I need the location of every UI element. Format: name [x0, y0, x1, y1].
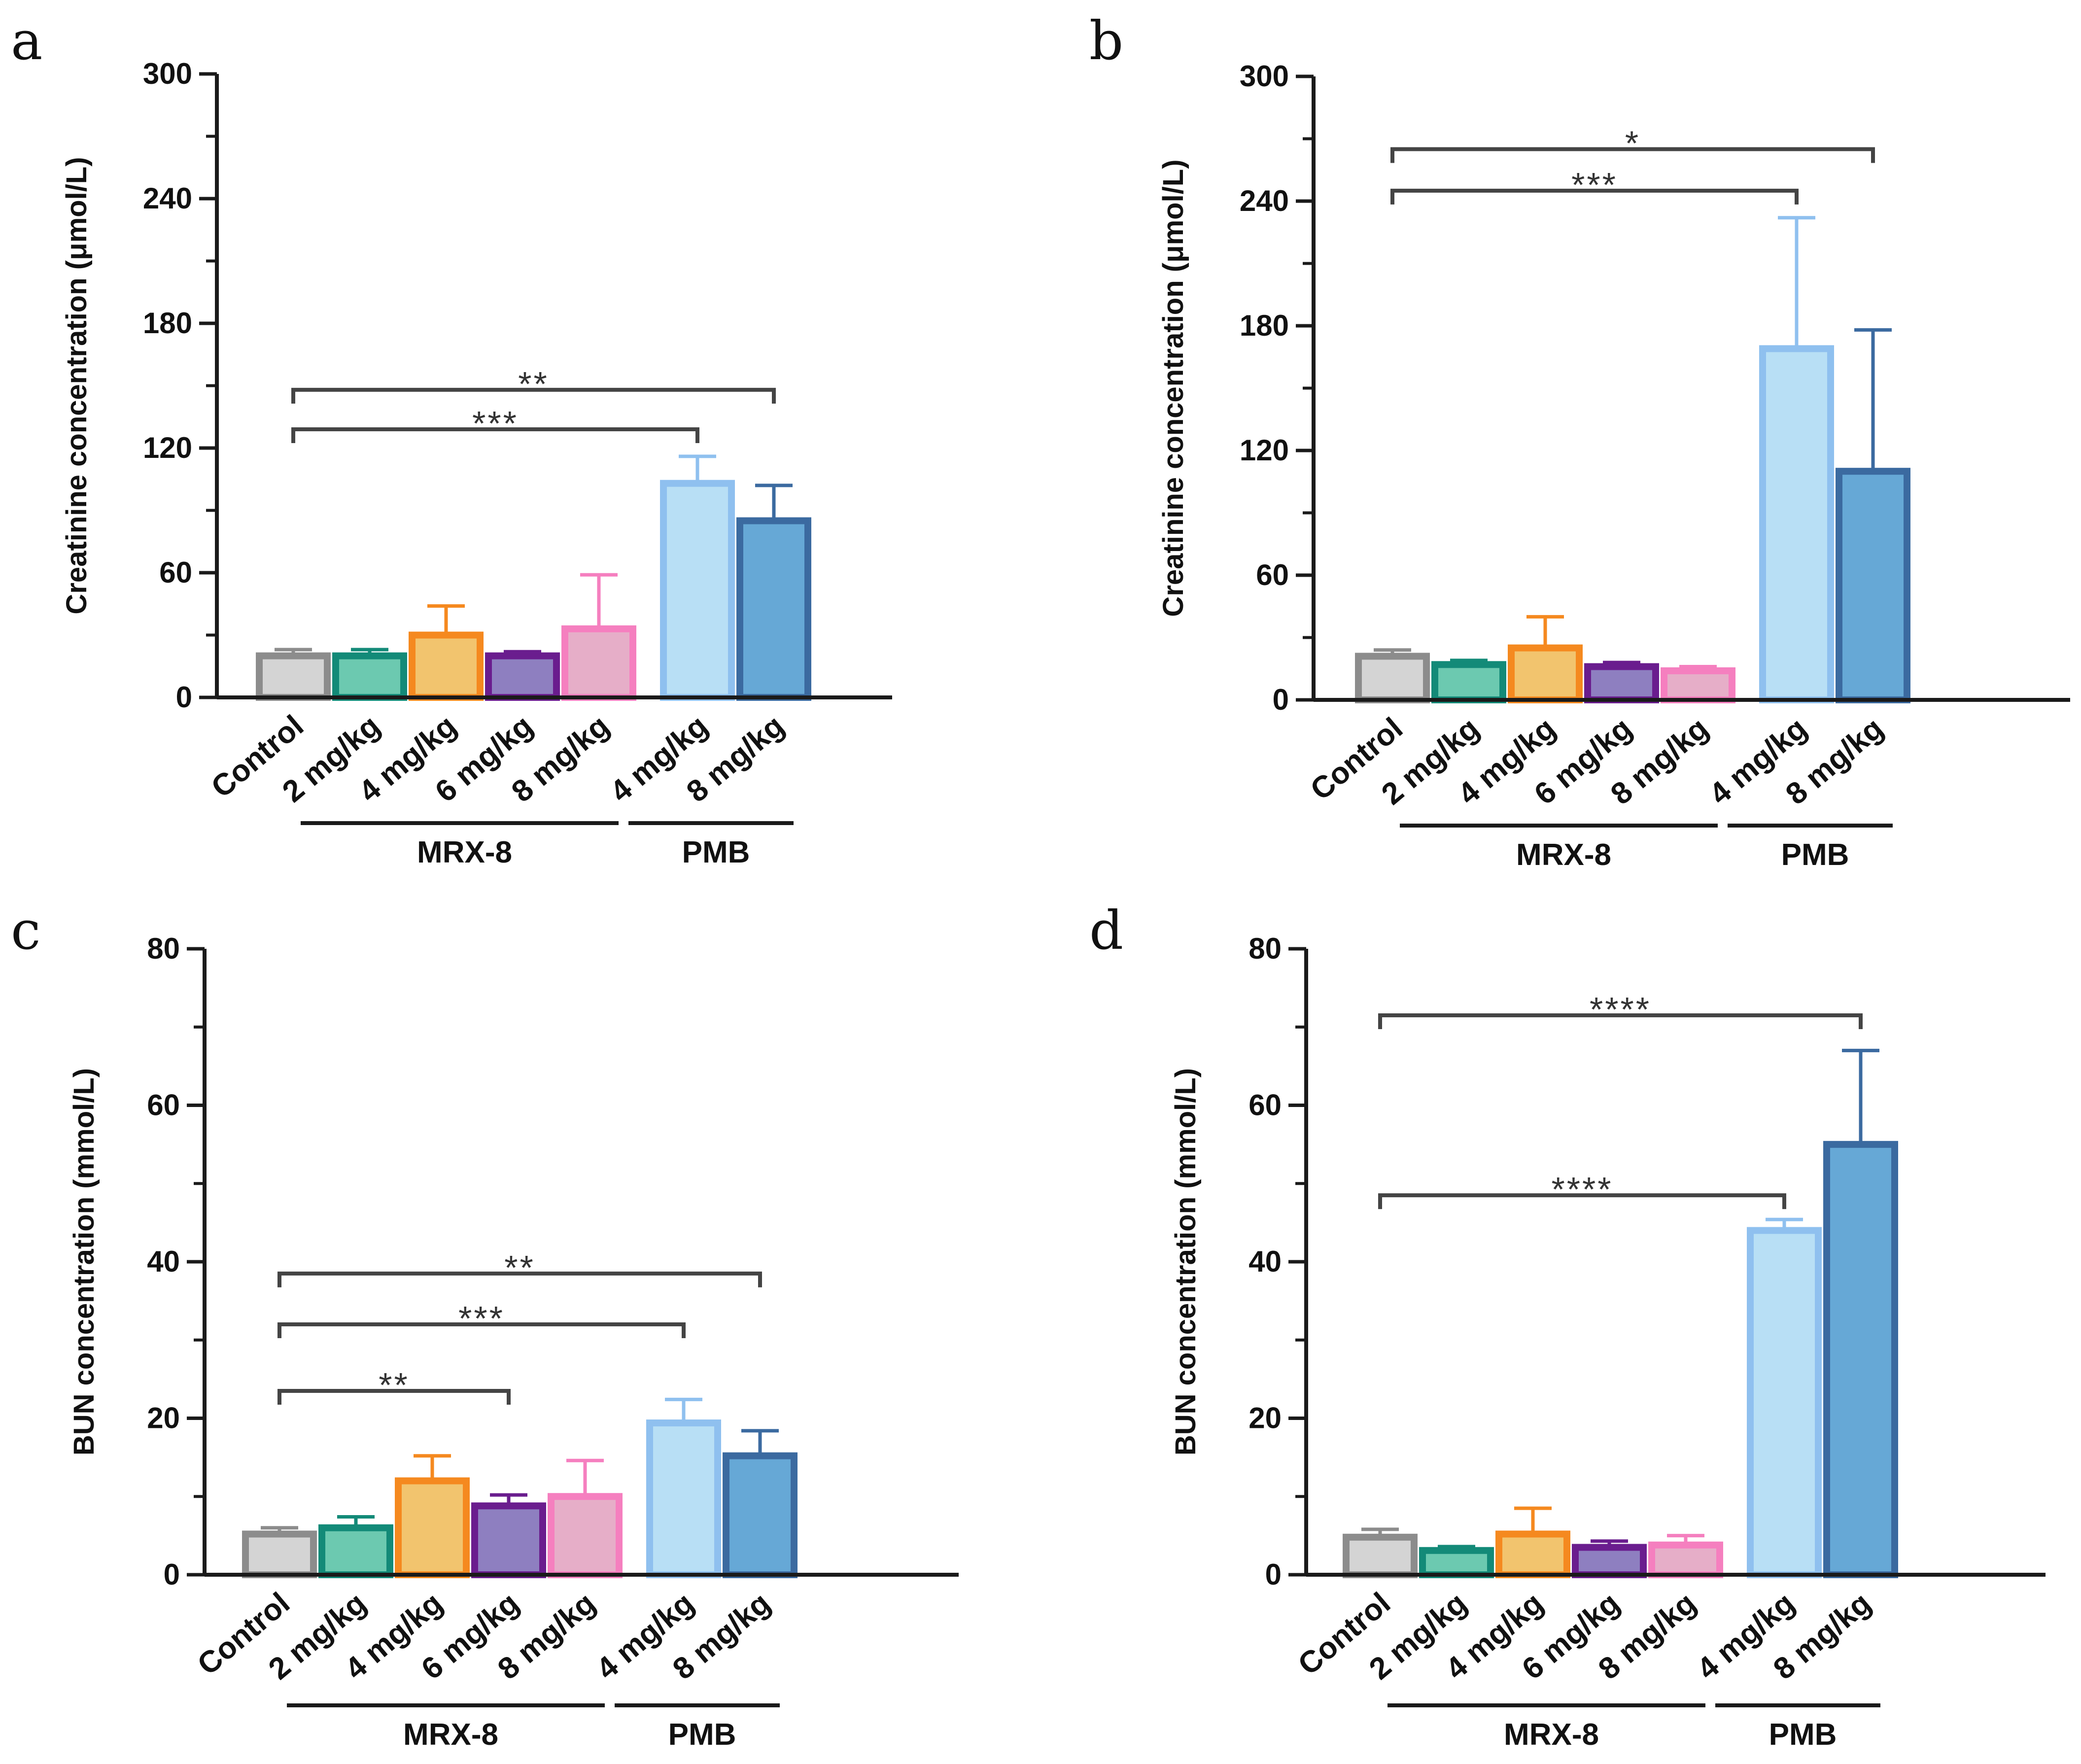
bar: [1419, 1547, 1494, 1579]
bar: [1495, 1530, 1570, 1578]
panel-letter-d: d: [1089, 900, 1123, 962]
y-tick-label: 0: [164, 1558, 180, 1591]
significance-label: ***: [472, 404, 519, 443]
bar: [1836, 468, 1910, 704]
y-axis-label: BUN concentration (mmol/L): [1170, 1068, 1202, 1455]
y-tick-label: 60: [147, 1089, 180, 1122]
bar: [332, 652, 407, 701]
significance-bracket: [1378, 1013, 1863, 1029]
panel-letter-a: a: [11, 10, 42, 72]
bar: [1343, 1533, 1418, 1579]
group-label: MRX-8: [403, 1718, 498, 1752]
significance-label: ***: [1571, 166, 1618, 204]
bar: [1431, 661, 1506, 703]
y-tick-label: 300: [1240, 60, 1289, 93]
bar: [409, 631, 484, 701]
bar: [256, 652, 331, 701]
y-tick-label: 180: [1240, 309, 1289, 342]
panel-letter-c: c: [11, 900, 41, 962]
bar: [1355, 653, 1430, 703]
bar: [1759, 345, 1834, 703]
bar: [1584, 663, 1659, 703]
bar: [1661, 667, 1735, 704]
chart-panels: 0 60 120 180 240 300 Creatinine concentration …: [61, 57, 2070, 1752]
group-label: PMB: [668, 1718, 736, 1752]
y-tick-label: 240: [1240, 184, 1289, 217]
bar: [646, 1419, 721, 1578]
y-tick-label: 300: [143, 57, 192, 90]
y-tick-label: 40: [147, 1245, 180, 1278]
group-label: PMB: [682, 835, 750, 869]
significance-bracket: [277, 1271, 762, 1287]
significance-bracket: [1390, 147, 1875, 163]
bar: [318, 1524, 393, 1578]
bar: [736, 517, 811, 701]
bar: [395, 1477, 470, 1578]
y-tick-label: 0: [176, 681, 192, 714]
y-tick-label: 0: [1273, 683, 1289, 716]
significance-bracket: [277, 1388, 511, 1405]
y-tick-label: 20: [1249, 1402, 1282, 1435]
bar: [1508, 644, 1583, 704]
group-label: PMB: [1781, 838, 1849, 872]
significance-bracket: [291, 427, 699, 444]
y-tick-label: 80: [147, 932, 180, 965]
significance-label: ***: [458, 1299, 505, 1338]
chart-panel-a: 0 60 120 180 240 300 Creatinine concentration …: [61, 57, 892, 869]
y-axis-label: Creatinine concentration (μmol/L): [61, 157, 93, 614]
y-tick-label: 60: [159, 556, 192, 589]
y-tick-label: 240: [143, 182, 192, 215]
bar: [471, 1502, 546, 1579]
y-axis-label: Creatinine concentration (μmol/L): [1157, 159, 1189, 617]
y-tick-label: 60: [1256, 558, 1289, 591]
y-tick-label: 120: [143, 431, 192, 464]
bar: [1572, 1544, 1647, 1578]
y-tick-label: 120: [1240, 434, 1289, 467]
bar: [1648, 1541, 1723, 1579]
bar: [723, 1452, 798, 1578]
y-axis-label: BUN concentration (mmol/L): [68, 1068, 100, 1455]
bar: [1823, 1141, 1898, 1578]
group-label: MRX-8: [417, 835, 512, 869]
significance-bracket: [1378, 1193, 1786, 1210]
significance-label: ****: [1552, 1170, 1613, 1209]
y-tick-label: 60: [1249, 1089, 1282, 1122]
significance-label: **: [379, 1366, 409, 1404]
bar: [242, 1530, 317, 1578]
significance-bracket: [1390, 188, 1799, 205]
y-tick-label: 20: [147, 1402, 180, 1435]
y-tick-label: 180: [143, 307, 192, 340]
bar: [485, 652, 560, 701]
group-label: MRX-8: [1516, 838, 1611, 872]
significance-label: *: [1625, 124, 1640, 163]
significance-bracket: [277, 1322, 686, 1338]
bar: [561, 625, 636, 701]
chart-panel-b: 0 60 120 180 240 300 Creatinine concentration …: [1157, 60, 2070, 872]
significance-label: **: [504, 1248, 535, 1287]
significance-label: **: [518, 365, 549, 403]
y-tick-label: 40: [1249, 1245, 1282, 1278]
bar: [548, 1493, 623, 1578]
significance-bracket: [291, 387, 776, 404]
panel-letter-b: b: [1089, 10, 1123, 72]
group-label: MRX-8: [1504, 1718, 1599, 1752]
bar: [1747, 1227, 1822, 1578]
group-label: PMB: [1769, 1718, 1837, 1752]
bar: [660, 480, 735, 701]
y-tick-label: 80: [1249, 932, 1282, 965]
y-tick-label: 0: [1265, 1558, 1282, 1591]
significance-label: ****: [1590, 990, 1651, 1029]
